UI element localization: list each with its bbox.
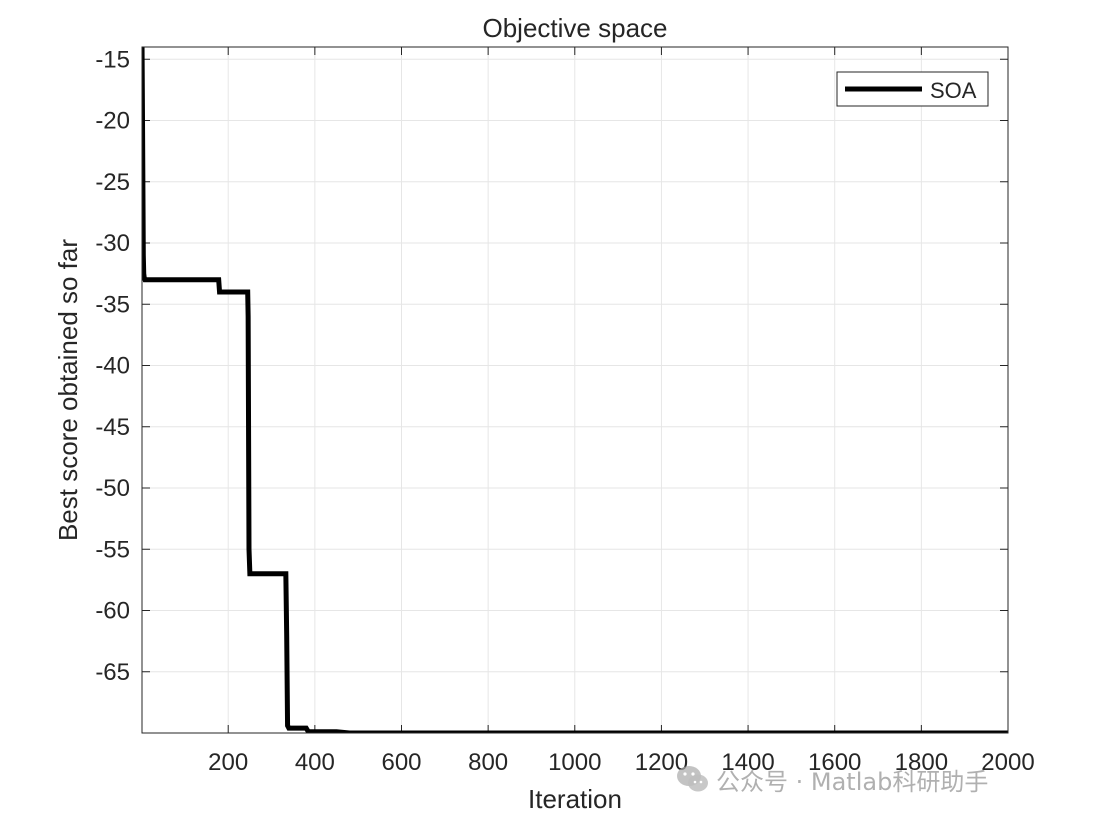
y-tick-label: -65	[95, 659, 130, 686]
x-tick-label: 1600	[808, 749, 861, 776]
y-tick-label: -50	[95, 475, 130, 502]
legend: SOA	[836, 71, 989, 107]
y-tick-label: -20	[95, 108, 130, 135]
series-layer	[142, 47, 1008, 733]
x-tick-label: 1800	[895, 749, 948, 776]
series-line-soa	[142, 47, 1008, 733]
y-tick-label: -15	[95, 46, 130, 73]
wechat-icon	[677, 766, 708, 792]
chart-title: Objective space	[483, 13, 668, 43]
x-tick-label: 400	[295, 749, 335, 776]
x-tick-label: 2000	[981, 749, 1034, 776]
watermark: 公众号 · Matlab科研助手	[676, 762, 988, 796]
x-tick-label: 600	[381, 749, 421, 776]
plot-border	[141, 46, 1009, 734]
y-tick-label: -35	[95, 291, 130, 318]
y-tick-label: -30	[95, 230, 130, 257]
y-tick-label: -45	[95, 414, 130, 441]
y-tick-label: -40	[95, 353, 130, 380]
y-tick-label: -60	[95, 598, 130, 625]
y-tick-label: -25	[95, 169, 130, 196]
x-tick-label: 200	[208, 749, 248, 776]
y-axis-label: Best score obtained so far	[53, 239, 83, 541]
y-tick-label: -55	[95, 536, 130, 563]
watermark-text: 公众号 · Matlab科研助手	[716, 767, 989, 796]
x-tick-label: 1400	[721, 749, 774, 776]
tick-labels: 200 400 600 800 1000 1200 1400 1600 1800 2000-15-…	[95, 46, 1034, 776]
x-axis-label: Iteration	[528, 784, 622, 814]
x-tick-label: 800	[468, 749, 508, 776]
x-tick-label: 1000	[548, 749, 601, 776]
legend-label-soa: SOA	[930, 78, 977, 103]
grid-lines	[142, 47, 1009, 733]
